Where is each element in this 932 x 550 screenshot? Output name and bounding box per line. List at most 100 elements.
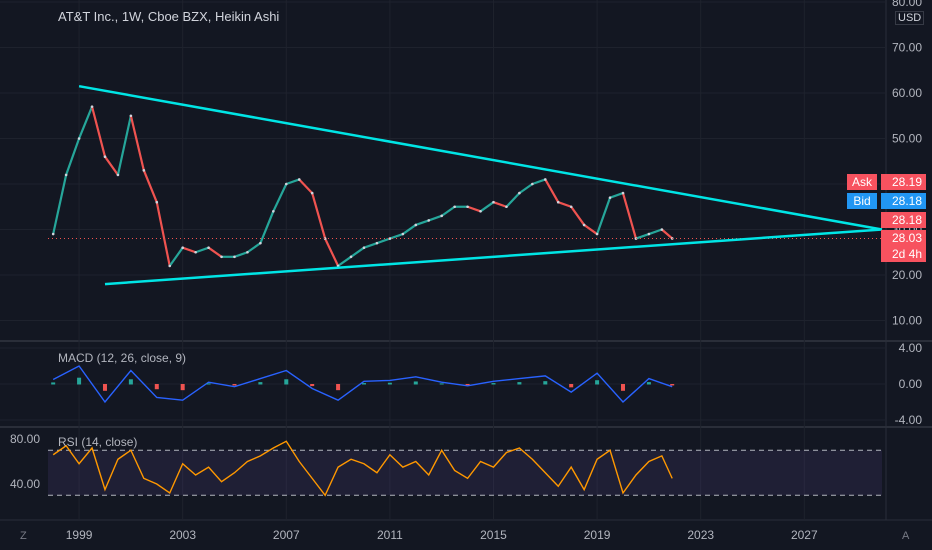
price-segment <box>272 183 288 212</box>
price-segment <box>234 251 248 258</box>
auto-scale-toggle[interactable]: A <box>902 530 910 542</box>
price-point <box>51 232 55 236</box>
price-point <box>272 210 275 213</box>
macd-tick-label: 0.00 <box>899 377 923 391</box>
price-point <box>388 237 392 240</box>
price-segment <box>155 201 171 267</box>
macd-tick-label: -4.00 <box>895 413 923 427</box>
price-point <box>168 264 172 268</box>
price-point <box>518 191 521 195</box>
x-tick-label: 1999 <box>66 528 93 542</box>
price-segment <box>65 138 81 176</box>
macd-histogram-bar <box>620 384 625 391</box>
bid-label: Bid <box>847 193 877 209</box>
macd-histogram-bar <box>206 383 211 385</box>
price-segment <box>415 219 430 226</box>
price-point <box>362 246 366 249</box>
ask-badge: Ask 28.19 <box>847 174 926 190</box>
price-segment <box>518 183 533 195</box>
macd-histogram-bar <box>387 382 392 385</box>
price-point <box>259 241 262 245</box>
price-segment <box>142 169 158 203</box>
price-point <box>375 241 379 245</box>
bar-countdown: 2d 4h <box>891 247 922 261</box>
price-point <box>505 205 508 209</box>
price-point <box>116 173 120 177</box>
price-segment <box>168 247 184 267</box>
macd-histogram-bar <box>517 382 522 385</box>
price-segment <box>428 214 443 222</box>
macd-histogram-bar <box>413 381 418 385</box>
macd-histogram-bar <box>465 384 470 386</box>
price-segment <box>596 197 612 235</box>
rsi-label: RSI (14, close) <box>58 435 138 449</box>
price-point <box>64 173 68 177</box>
macd-histogram-bar <box>232 384 237 386</box>
price-segment <box>441 205 456 217</box>
price-segment <box>52 174 68 235</box>
price-segment <box>493 201 507 208</box>
currency-label[interactable]: USD <box>895 11 925 25</box>
price-point <box>233 255 236 259</box>
x-tick-label: 2019 <box>584 528 611 542</box>
macd-tick-label: 4.00 <box>899 341 923 355</box>
price-segment <box>104 156 119 176</box>
price-segment <box>195 246 209 254</box>
price-point <box>323 237 327 240</box>
price-point <box>142 169 146 172</box>
price-tick-label: 60.00 <box>892 86 922 100</box>
chart-title: AT&T Inc., 1W, Cboe BZX, Heikin Ashi <box>58 9 280 24</box>
macd-histogram-bar <box>258 382 263 385</box>
price-point <box>90 105 94 108</box>
x-tick-label: 2027 <box>791 528 818 542</box>
price-point <box>531 182 534 186</box>
price-point <box>297 178 301 181</box>
price-segment <box>479 201 495 213</box>
price-point <box>246 250 249 254</box>
price-point <box>595 232 599 236</box>
price-segment <box>505 192 521 208</box>
close-price-badge: 28.03 2d 4h <box>881 230 926 262</box>
price-segment <box>90 106 107 157</box>
price-point <box>634 237 638 240</box>
price-point <box>427 219 431 222</box>
price-segment <box>129 115 145 171</box>
macd-histogram-bar <box>128 379 133 385</box>
macd-histogram-bar <box>670 384 675 386</box>
bid-value: 28.18 <box>891 194 922 208</box>
bid-badge: Bid 28.18 <box>847 193 926 209</box>
macd-histogram-bar <box>180 384 185 391</box>
price-segment <box>376 237 391 245</box>
price-point <box>401 232 405 236</box>
last-price-value: 28.18 <box>891 213 922 227</box>
price-segment <box>648 228 663 236</box>
price-point <box>220 255 223 259</box>
price-point <box>582 223 586 227</box>
rsi-band <box>48 450 882 496</box>
macd-histogram-bar <box>595 380 600 385</box>
zoom-toggle[interactable]: Z <box>20 530 27 542</box>
price-point <box>155 200 159 204</box>
price-segment <box>661 228 673 240</box>
price-segment <box>402 224 417 235</box>
price-point <box>129 114 133 118</box>
price-segment <box>583 224 598 235</box>
price-segment <box>621 192 638 239</box>
macd-histogram-bar <box>361 383 366 385</box>
price-tick-label: 50.00 <box>892 132 922 146</box>
price-point <box>647 232 651 236</box>
price-segment <box>324 238 340 267</box>
macd-histogram-bar <box>284 379 289 385</box>
price-segment <box>609 192 624 199</box>
price-point <box>349 255 353 259</box>
macd-histogram-bar <box>543 381 548 385</box>
macd-line <box>52 365 673 404</box>
price-point <box>556 200 560 204</box>
price-point <box>608 196 612 199</box>
price-point <box>207 246 210 249</box>
ask-label: Ask <box>847 174 877 190</box>
macd-histogram-bar <box>439 383 444 385</box>
x-tick-label: 2023 <box>687 528 714 542</box>
price-point <box>77 137 81 140</box>
